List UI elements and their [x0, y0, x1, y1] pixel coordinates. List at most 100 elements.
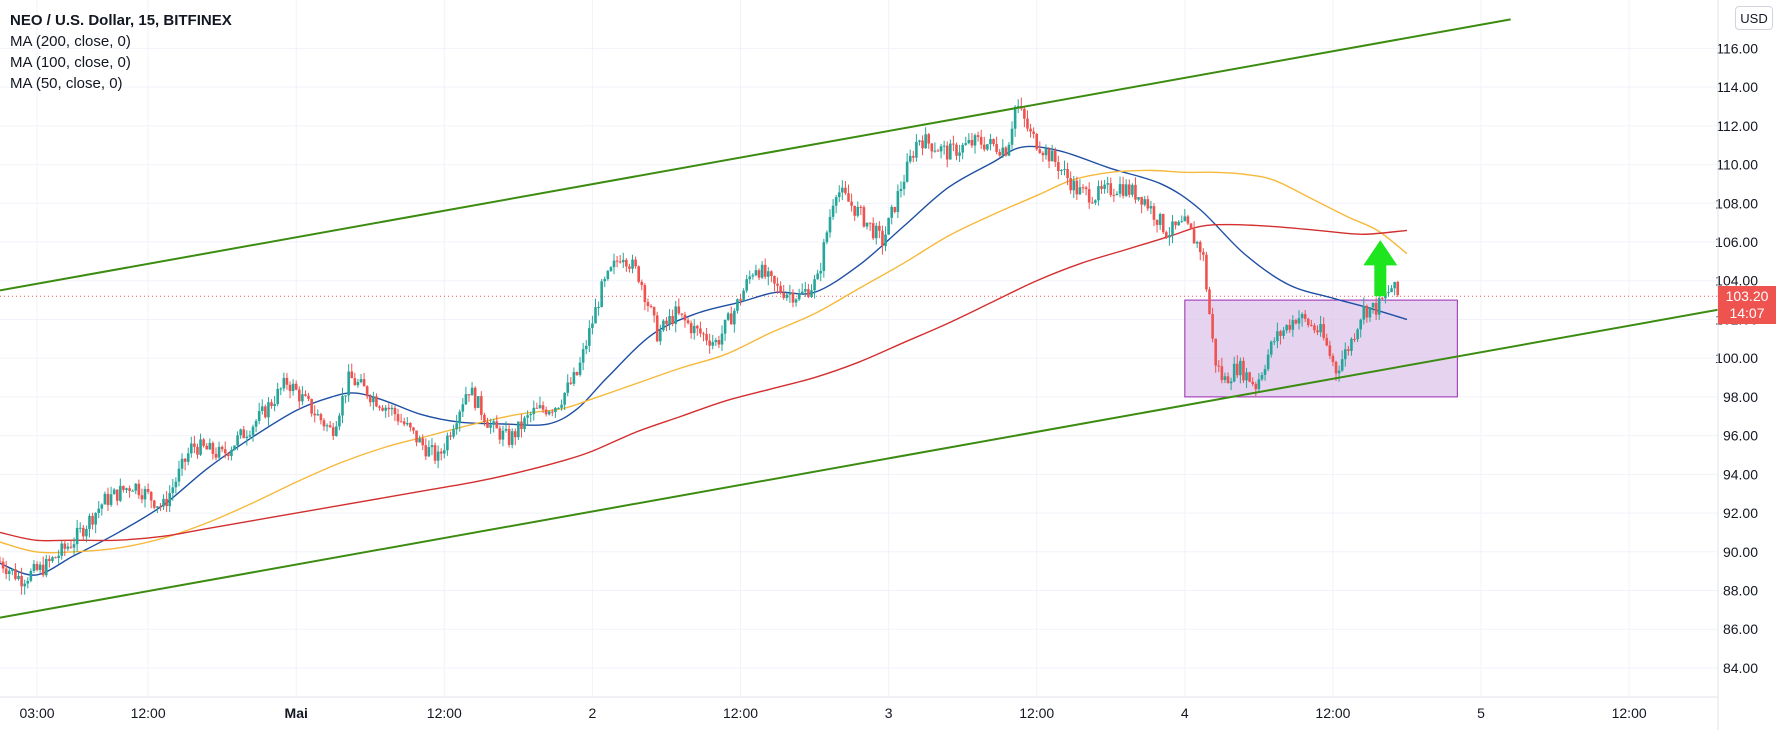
candle-up — [405, 423, 409, 425]
candle-down — [1047, 148, 1051, 162]
candle-down — [196, 446, 199, 455]
candle-down — [646, 302, 650, 306]
candle-up — [742, 290, 745, 301]
currency-button[interactable]: USD — [1735, 6, 1773, 30]
candle-up — [554, 407, 557, 412]
candle-down — [328, 425, 332, 428]
candle-up — [800, 291, 804, 294]
candle-down — [1198, 242, 1202, 253]
candle-up — [865, 222, 869, 227]
candle-up — [510, 431, 514, 445]
candle-up — [958, 152, 961, 156]
candle-up — [748, 276, 752, 280]
candle-up — [588, 328, 591, 346]
candle-down — [1211, 314, 1214, 339]
candle-down — [1214, 338, 1217, 366]
candle-up — [390, 407, 394, 410]
y-tick-label: 88.00 — [1723, 583, 1758, 599]
candle-down — [859, 206, 863, 208]
candle-up — [119, 485, 122, 501]
candle-down — [365, 386, 369, 397]
candle-down — [449, 435, 452, 437]
candle-down — [495, 421, 499, 429]
candle-down — [955, 144, 958, 156]
candle-up — [97, 508, 101, 513]
candle-down — [205, 445, 209, 450]
candle-down — [628, 266, 631, 269]
candle-down — [1325, 337, 1329, 346]
indicator-ma200-label[interactable]: MA (200, close, 0) — [10, 33, 131, 50]
candle-down — [1084, 187, 1088, 190]
indicator-ma50-label[interactable]: MA (50, close, 0) — [10, 75, 123, 92]
candle-down — [1023, 108, 1026, 119]
candle-down — [643, 285, 647, 303]
candle-down — [853, 205, 856, 216]
ma200-line — [0, 223, 1408, 542]
candle-up — [890, 206, 894, 218]
candle-up — [797, 293, 801, 300]
candle-down — [683, 314, 687, 321]
candle-up — [88, 515, 91, 530]
candle-down — [483, 414, 486, 423]
candle-up — [190, 443, 193, 454]
candle-up — [492, 421, 495, 425]
indicator-ma100-label[interactable]: MA (100, close, 0) — [10, 54, 131, 71]
candle-up — [837, 192, 841, 198]
candle-down — [146, 489, 150, 492]
candle-up — [828, 216, 832, 233]
candle-down — [770, 271, 773, 276]
candle-up — [1044, 148, 1048, 156]
y-tick-label: 86.00 — [1723, 621, 1758, 637]
candle-up — [338, 415, 341, 427]
candle-down — [220, 446, 224, 450]
candle-up — [606, 270, 610, 279]
symbol-title[interactable]: NEO / U.S. Dollar, 15, BITFINEX — [10, 12, 232, 29]
candle-up — [566, 382, 570, 393]
candle-down — [1322, 324, 1325, 338]
candle-up — [458, 411, 462, 424]
candle-down — [1075, 180, 1079, 195]
candle-down — [1353, 338, 1356, 340]
candle-up — [347, 371, 350, 396]
candle-up — [156, 506, 159, 508]
candle-up — [989, 139, 992, 145]
candle-up — [563, 392, 566, 405]
candle-up — [1180, 221, 1184, 223]
candle-down — [1140, 197, 1143, 205]
candle-down — [699, 328, 702, 334]
candle-down — [655, 315, 659, 342]
candle-down — [409, 423, 412, 428]
candle-down — [375, 396, 378, 407]
candle-down — [322, 420, 326, 427]
x-tick-label: 4 — [1181, 705, 1189, 721]
candle-down — [1174, 221, 1177, 226]
candle-up — [905, 161, 909, 182]
candle-down — [763, 264, 767, 277]
candle-down — [782, 292, 786, 298]
candle-down — [970, 139, 974, 146]
candle-down — [48, 558, 51, 561]
candle-up — [1149, 206, 1153, 209]
candle-down — [183, 458, 187, 462]
candle-up — [594, 307, 597, 324]
candle-down — [106, 493, 110, 505]
candle-up — [230, 450, 233, 457]
candle-up — [443, 450, 446, 454]
candle-down — [652, 307, 656, 316]
candle-up — [560, 404, 563, 408]
candle-up — [1390, 288, 1393, 293]
candle-down — [979, 136, 983, 145]
candle-up — [1001, 147, 1005, 156]
candle-up — [279, 388, 283, 390]
candle-up — [359, 379, 363, 383]
candle-down — [1374, 302, 1378, 315]
x-tick-label: 12:00 — [1612, 705, 1647, 721]
channel-lower-trendline — [0, 308, 1719, 619]
candle-up — [1269, 341, 1273, 355]
candle-up — [470, 387, 474, 396]
candle-down — [378, 406, 381, 408]
candle-down — [1254, 383, 1258, 390]
candle-down — [705, 334, 708, 341]
